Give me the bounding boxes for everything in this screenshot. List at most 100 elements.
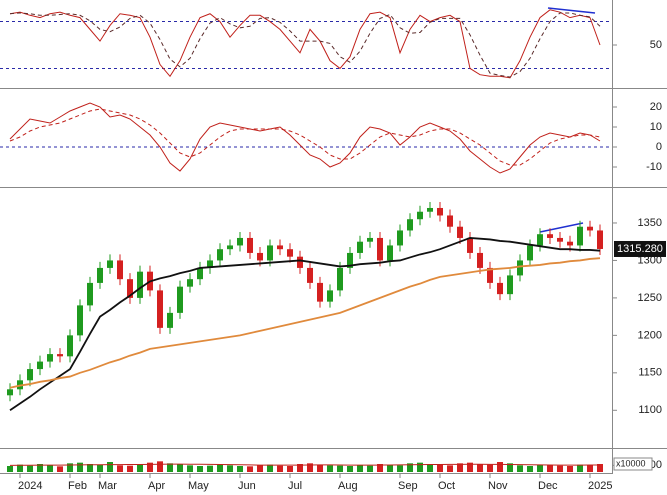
y-tick-label: 1100 bbox=[638, 404, 662, 416]
candle-body bbox=[387, 245, 393, 261]
volume-bar bbox=[17, 464, 23, 472]
candle-body bbox=[357, 241, 363, 253]
candle-body bbox=[107, 260, 113, 268]
candle-body bbox=[427, 207, 433, 212]
candle-body bbox=[207, 260, 213, 268]
y-tick-label: 10 bbox=[650, 121, 662, 133]
volume-bar bbox=[417, 462, 423, 472]
candle-body bbox=[437, 207, 443, 216]
candle-body bbox=[517, 260, 523, 276]
y-tick-label: 1300 bbox=[638, 254, 662, 266]
candle-body bbox=[197, 267, 203, 280]
volume-bar bbox=[517, 465, 523, 472]
candle-body bbox=[247, 237, 253, 253]
volume-bar bbox=[167, 463, 173, 472]
candle-body bbox=[377, 237, 383, 261]
x-tick-label: Sep bbox=[398, 480, 418, 492]
candle-body bbox=[177, 286, 183, 313]
x-tick-label: 2025 bbox=[588, 480, 612, 492]
candle-body bbox=[407, 219, 413, 231]
volume-bar bbox=[117, 465, 123, 472]
x-tick-label: May bbox=[188, 480, 209, 492]
candle-body bbox=[327, 290, 333, 302]
volume-bar bbox=[67, 463, 73, 472]
trend-line bbox=[539, 222, 584, 233]
volume-bar bbox=[327, 465, 333, 472]
candle-body bbox=[307, 267, 313, 283]
volume-bar bbox=[397, 465, 403, 472]
candle-body bbox=[117, 260, 123, 280]
candle-body bbox=[527, 245, 533, 261]
candle-body bbox=[127, 279, 133, 298]
volume-bar bbox=[287, 466, 293, 472]
volume-bar bbox=[277, 465, 283, 472]
volume-bar bbox=[247, 466, 253, 472]
volume-bar bbox=[257, 465, 263, 472]
candle-body bbox=[577, 226, 583, 246]
volume-bar bbox=[507, 463, 513, 472]
last-price-box bbox=[614, 240, 666, 257]
volume-bar bbox=[587, 465, 593, 472]
volume-bar bbox=[497, 462, 503, 472]
x-tick-label: Jul bbox=[288, 480, 302, 492]
volume-bar bbox=[97, 464, 103, 472]
candle-body bbox=[257, 252, 263, 261]
candle-body bbox=[567, 241, 573, 246]
last-price-label: 1315.280 bbox=[617, 243, 663, 255]
unit-box bbox=[613, 457, 653, 471]
volume-bar bbox=[237, 466, 243, 472]
volume-bar bbox=[477, 464, 483, 472]
candle-body bbox=[467, 237, 473, 253]
volume-bar bbox=[127, 465, 133, 472]
volume-bar bbox=[7, 466, 13, 472]
candle-body bbox=[367, 237, 373, 242]
candle-body bbox=[557, 237, 563, 242]
volume-bar bbox=[337, 465, 343, 472]
candle-body bbox=[217, 249, 223, 261]
volume-bar bbox=[137, 464, 143, 472]
candle-body bbox=[347, 252, 353, 268]
volume-bar bbox=[387, 464, 393, 472]
candle-body bbox=[37, 361, 43, 370]
volume-bar bbox=[197, 466, 203, 472]
volume-bar bbox=[577, 464, 583, 472]
candle-body bbox=[397, 230, 403, 246]
x-tick-label: Jun bbox=[238, 480, 256, 492]
candle-body bbox=[547, 234, 553, 238]
volume-bar bbox=[267, 464, 273, 472]
series-line bbox=[9, 9, 601, 79]
candle-body bbox=[187, 279, 193, 287]
x-tick-label: Mar bbox=[98, 480, 117, 492]
x-tick-label: Nov bbox=[488, 480, 508, 492]
volume-bar bbox=[297, 464, 303, 472]
y-tick-label: 1250 bbox=[638, 292, 662, 304]
candle-body bbox=[317, 282, 323, 302]
volume-bar bbox=[597, 464, 603, 472]
y-tick-label: 1150 bbox=[638, 367, 662, 379]
volume-bar bbox=[457, 463, 463, 472]
volume-bar bbox=[447, 465, 453, 472]
volume-bar bbox=[207, 465, 213, 472]
candle-body bbox=[267, 245, 273, 261]
candle-body bbox=[447, 215, 453, 227]
candle-body bbox=[77, 305, 83, 336]
candle-body bbox=[487, 267, 493, 283]
volume-bar bbox=[367, 465, 373, 472]
x-tick-label: 2024 bbox=[18, 480, 42, 492]
volume-bar bbox=[177, 464, 183, 472]
trend-line bbox=[547, 7, 596, 14]
x-tick-label: Oct bbox=[438, 480, 455, 492]
candle-body bbox=[277, 245, 283, 250]
candle-body bbox=[157, 290, 163, 328]
y-tick-label: 20 bbox=[650, 101, 662, 113]
volume-bar bbox=[487, 464, 493, 472]
y-tick-label: 00 bbox=[650, 459, 662, 471]
x-tick-label: Feb bbox=[68, 480, 87, 492]
volume-bar bbox=[77, 462, 83, 472]
candle-body bbox=[227, 245, 233, 250]
y-tick-label: 50 bbox=[650, 39, 662, 51]
x-tick-label: Dec bbox=[538, 480, 558, 492]
volume-bar bbox=[37, 464, 43, 472]
